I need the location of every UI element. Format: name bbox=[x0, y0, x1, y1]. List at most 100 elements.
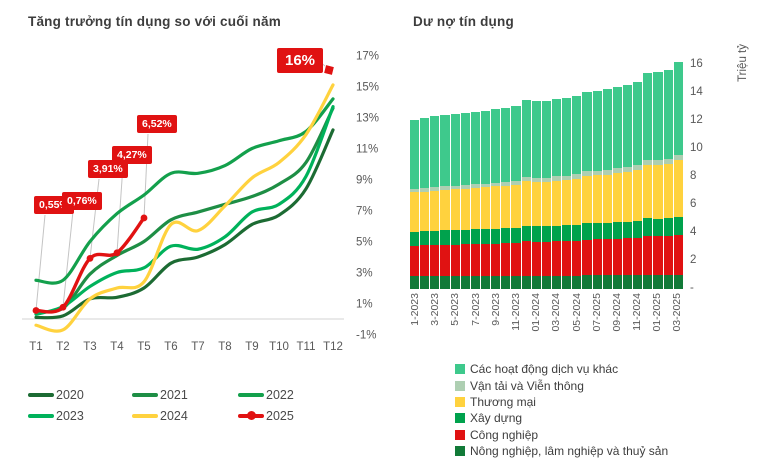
callout-391: 3,91% bbox=[88, 160, 128, 179]
bar-x-tick-slot: 03-2024 bbox=[550, 293, 563, 332]
bar-legend-label: Các hoạt động dịch vụ khác bbox=[470, 362, 619, 377]
bar-segment bbox=[643, 236, 653, 275]
bar-column bbox=[410, 119, 420, 289]
legend-item-2023: 2023 bbox=[28, 408, 132, 424]
bar-column bbox=[612, 86, 622, 289]
bar-x-tick-slot: 11-2024 bbox=[631, 293, 644, 331]
credit-growth-plot: 17% 15% 13% 11% 9% 7% 5% 3% 1% -1% T1 T2 T3 T4 T5 T6 T7 T… bbox=[22, 51, 379, 353]
bar-segment bbox=[622, 238, 633, 276]
bar-segment bbox=[673, 154, 683, 160]
bar-segment bbox=[562, 175, 572, 180]
bar-segment bbox=[673, 234, 683, 275]
bar-segment bbox=[511, 106, 521, 181]
leader-line bbox=[89, 178, 100, 259]
bar-segment bbox=[663, 159, 673, 165]
bar-segment bbox=[541, 241, 551, 276]
legend-item-2020: 2020 bbox=[28, 387, 132, 403]
bar-segment bbox=[551, 180, 562, 226]
line-x-tick: T2 bbox=[56, 341, 69, 353]
bar-segment bbox=[551, 99, 562, 177]
bar-column bbox=[531, 101, 541, 289]
bar-legend-swatch bbox=[455, 429, 465, 440]
bar-segment bbox=[430, 190, 440, 231]
bar-segment bbox=[663, 236, 673, 275]
bar-segment bbox=[582, 91, 592, 172]
target-marker bbox=[324, 65, 334, 75]
bar-legend-label: Nông nghiệp, lâm nghiệp và thuỷ sản bbox=[470, 444, 669, 459]
legend-swatch bbox=[238, 392, 264, 398]
callout-076: 0,76% bbox=[62, 192, 102, 211]
bar-segment bbox=[551, 225, 562, 242]
bar-segment bbox=[440, 115, 450, 187]
bar-segment bbox=[633, 237, 643, 276]
bar-segment bbox=[673, 159, 683, 217]
bar-y-tick: 8 bbox=[690, 170, 697, 182]
line-y-tick: 15% bbox=[356, 82, 379, 94]
bar-segment bbox=[622, 221, 633, 239]
bar-segment bbox=[551, 176, 562, 181]
bar-column bbox=[622, 85, 633, 289]
bar-column bbox=[633, 82, 643, 289]
bar-x-tick: 11-2024 bbox=[631, 293, 644, 331]
bar-segment bbox=[491, 243, 501, 277]
legend-swatch bbox=[28, 413, 54, 419]
bar-segment bbox=[450, 189, 460, 231]
bar-segment bbox=[470, 112, 480, 185]
line-y-tick: 13% bbox=[356, 113, 379, 125]
legend-swatch-dot bbox=[247, 411, 256, 421]
bar-x-tick: 7-2023 bbox=[469, 293, 482, 326]
bar-segment bbox=[622, 275, 633, 289]
bar-segment bbox=[480, 229, 491, 244]
bar-segment bbox=[643, 218, 653, 237]
bar-segment bbox=[420, 276, 430, 289]
bar-segment bbox=[633, 82, 643, 166]
line-y-tick: 1% bbox=[356, 299, 373, 311]
line-x-tick: T7 bbox=[191, 341, 204, 353]
bar-segment bbox=[491, 186, 501, 229]
bar-segment bbox=[420, 231, 430, 246]
bar-x-tick: 03-2024 bbox=[550, 293, 563, 332]
bar-segment bbox=[450, 185, 460, 190]
bar-segment bbox=[480, 276, 491, 289]
bar-segment bbox=[420, 118, 430, 189]
bar-segment bbox=[470, 276, 480, 289]
line-x-tick: T12 bbox=[323, 341, 343, 353]
bar-y-tick: 14 bbox=[690, 86, 703, 98]
bar-segment bbox=[541, 226, 551, 242]
bar-x-tick: 1-2023 bbox=[409, 293, 421, 326]
bar-x-tick-slot: 01-2024 bbox=[530, 293, 542, 332]
bar-legend-label: Công nghiệp bbox=[470, 427, 539, 442]
bar-x-tick: 11-2023 bbox=[509, 293, 522, 331]
bar-segment bbox=[480, 243, 491, 277]
bar-segment bbox=[663, 164, 673, 219]
bar-segment bbox=[410, 192, 420, 232]
bar-segment bbox=[541, 181, 551, 227]
bar-segment bbox=[582, 275, 592, 289]
bar-segment bbox=[653, 236, 663, 275]
bar-column bbox=[582, 91, 592, 289]
line-x-tick: T4 bbox=[110, 341, 124, 353]
bar-segment bbox=[643, 165, 653, 219]
bar-segment bbox=[572, 240, 582, 276]
line-x-tick: T6 bbox=[164, 341, 177, 353]
bar-segment bbox=[592, 175, 602, 224]
bar-segment bbox=[592, 223, 602, 240]
bar-segment bbox=[521, 100, 531, 177]
bar-segment bbox=[460, 188, 470, 230]
bar-legend-item: Nông nghiệp, lâm nghiệp và thuỷ sản bbox=[455, 443, 668, 459]
legend-label: 2025 bbox=[266, 409, 294, 423]
series-marker-2025 bbox=[59, 303, 67, 311]
stacked-bar-plot bbox=[410, 55, 683, 289]
bar-segment bbox=[572, 275, 582, 289]
bar-column bbox=[541, 101, 551, 289]
bar-segment bbox=[450, 114, 460, 186]
bar-segment bbox=[521, 225, 531, 242]
bar-segment bbox=[430, 116, 440, 187]
line-y-tick: 9% bbox=[356, 175, 373, 187]
bar-segment bbox=[460, 244, 470, 277]
bar-segment bbox=[612, 275, 622, 289]
line-x-tick: T1 bbox=[29, 341, 42, 353]
line-x-tick: T8 bbox=[218, 341, 231, 353]
callout-652: 6,52% bbox=[137, 115, 177, 134]
bar-y-tick: 10 bbox=[690, 142, 703, 154]
